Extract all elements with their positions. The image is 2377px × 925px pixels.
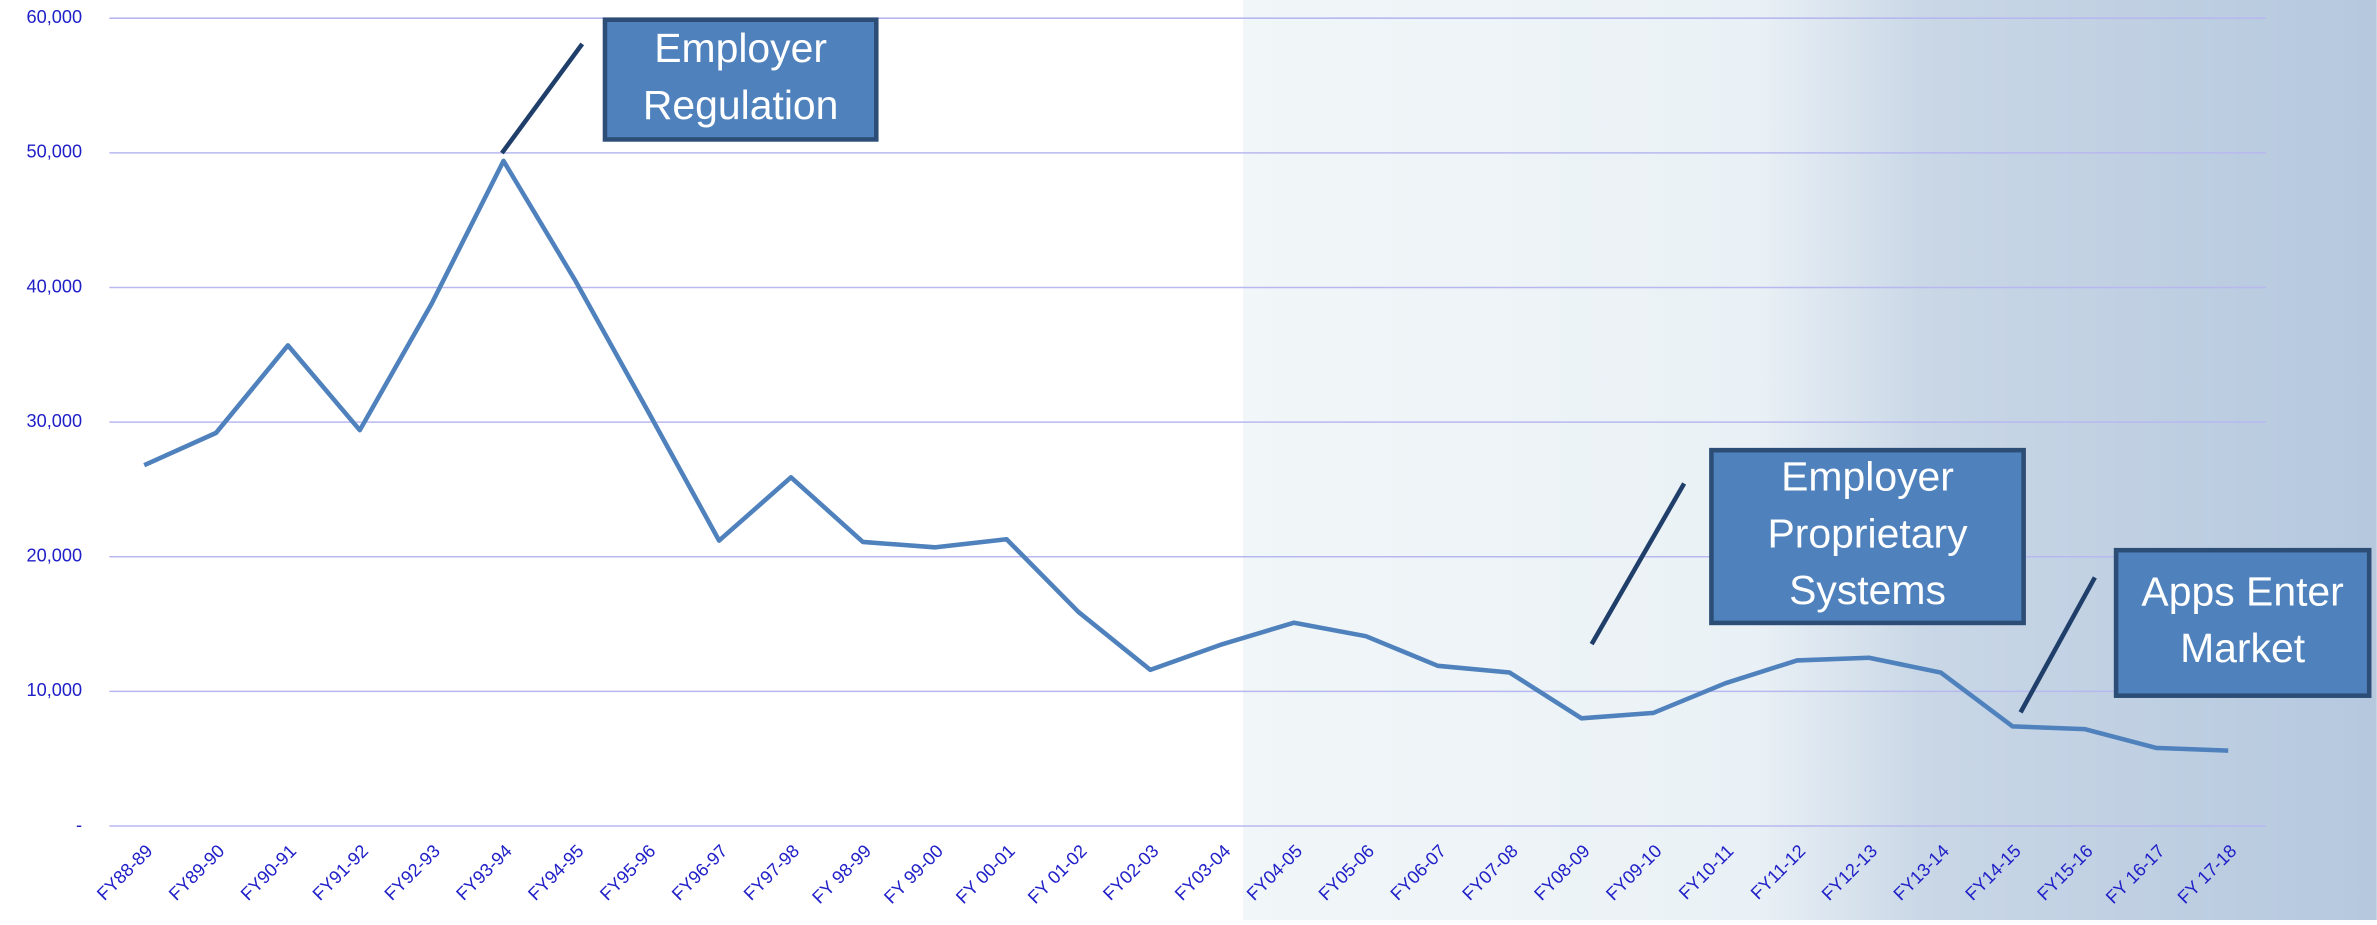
annotation-text: Proprietary <box>1767 510 1968 556</box>
data-line <box>143 158 2229 753</box>
annotation-text: Regulation <box>643 82 839 128</box>
y-tick-label: 40,000 <box>26 276 82 296</box>
leader-line <box>2018 576 2097 714</box>
annotation-text: Systems <box>1789 567 1946 613</box>
annotation-text: Employer <box>654 25 827 71</box>
y-tick-label: - <box>76 815 82 835</box>
y-tick-label: 60,000 <box>26 7 82 27</box>
y-tick-label: 30,000 <box>26 411 82 431</box>
annotation-text: Employer <box>1781 454 1954 500</box>
annotation-box <box>2113 547 2372 698</box>
annotation-box <box>1709 447 2026 626</box>
y-tick-label: 20,000 <box>26 546 82 566</box>
annotation-text: Market <box>2180 625 2306 671</box>
leader-line <box>1589 482 1687 646</box>
annotation-box <box>602 17 879 142</box>
y-tick-label: 10,000 <box>26 680 82 700</box>
leader-line <box>500 42 585 155</box>
y-tick-label: 50,000 <box>26 142 82 162</box>
annotation-text: Apps Enter <box>2141 568 2343 614</box>
